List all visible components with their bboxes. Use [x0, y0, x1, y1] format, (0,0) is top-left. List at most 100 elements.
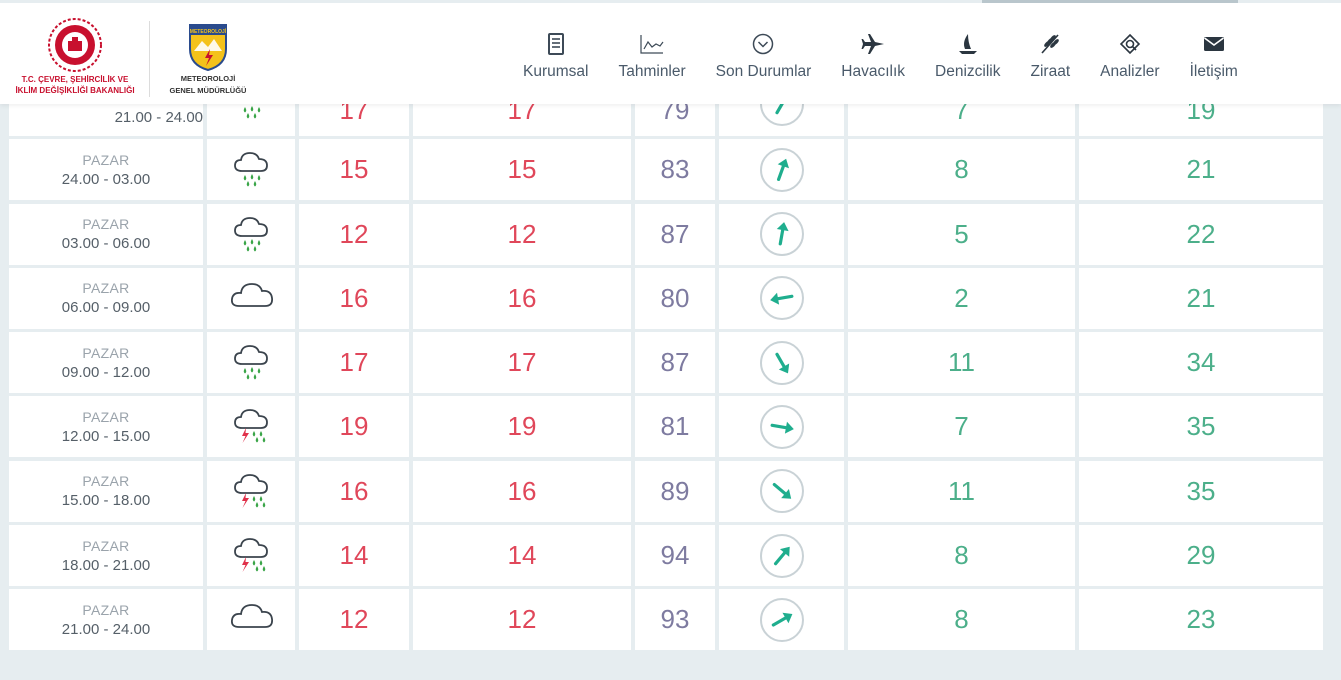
wind-direction-cell [719, 396, 844, 458]
mgm-shield-icon: METEOROLOJİ [189, 24, 227, 71]
wind-direction-compass [759, 147, 804, 192]
time-range: 21.00 - 24.00 [61, 620, 151, 638]
logo-divider [149, 21, 150, 97]
wind-speed-value: 11 [948, 475, 975, 506]
rain-icon [225, 145, 277, 194]
gust-cell: 34 [1079, 332, 1323, 394]
time-range: 18.00 - 21.00 [61, 556, 151, 574]
wind-arrow-icon [773, 546, 790, 565]
wind-direction-cell [719, 139, 844, 201]
wind-speed-cell: 5 [848, 203, 1075, 265]
time-range: 03.00 - 06.00 [61, 235, 151, 253]
wind-direction-compass [759, 276, 804, 321]
ministry-logo-line-2: İKLİM DEĞİŞİKLİĞİ BAKANLIĞI [15, 86, 135, 95]
weather-icon-cell [207, 332, 295, 394]
day-label: PAZAR [82, 473, 130, 490]
humidity-value: 93 [660, 604, 690, 635]
document-icon [547, 31, 565, 57]
nav-havacilik[interactable]: Havacılık [826, 31, 920, 81]
feels-like-value: 17 [507, 347, 537, 378]
feels-like-value: 12 [507, 604, 537, 635]
nav-label: İletişim [1189, 63, 1238, 80]
nav-iletisim[interactable]: İletişim [1175, 31, 1253, 81]
ministry-logo[interactable]: T.C. ÇEVRE, ŞEHİRCİLİK VE İKLİM DEĞİŞİKL… [10, 17, 140, 95]
envelope-icon [1203, 31, 1225, 57]
wind-speed-cell: 8 [848, 139, 1075, 201]
time-range: 06.00 - 09.00 [61, 299, 151, 317]
ministry-logo-line-1: T.C. ÇEVRE, ŞEHİRCİLİK VE [21, 75, 129, 84]
feels-like-cell: 14 [413, 525, 631, 587]
nav-son-durumlar[interactable]: Son Durumlar [701, 31, 827, 81]
wind-speed-cell: 8 [848, 589, 1075, 651]
nav-label: Analizler [1100, 63, 1160, 80]
weather-icon-cell [207, 203, 295, 265]
table-row: PAZAR 15.00 - 18.00 16 16 89 11 35 [9, 460, 1327, 522]
time-cell: PAZAR 03.00 - 06.00 [9, 203, 203, 265]
weather-icon-cell [207, 589, 295, 651]
wind-arrow-icon [770, 421, 794, 434]
temperature-value: 17 [339, 347, 369, 378]
plane-icon [861, 31, 885, 57]
wind-speed-value: 2 [954, 282, 969, 313]
mgm-logo-line-1: METEOROLOJİ [180, 74, 236, 83]
day-label: PAZAR [82, 601, 130, 618]
wind-speed-value: 7 [954, 411, 969, 442]
gust-value: 21 [1186, 282, 1216, 313]
nav-label: Denizcilik [935, 63, 1001, 80]
wind-speed-value: 8 [954, 604, 969, 635]
sailboat-icon [957, 31, 979, 57]
wind-speed-cell: 11 [848, 332, 1075, 394]
feels-like-value: 14 [507, 540, 537, 571]
wind-direction-cell [719, 525, 844, 587]
gust-value: 35 [1186, 411, 1216, 442]
gust-value: 34 [1186, 347, 1216, 378]
gust-cell: 29 [1079, 525, 1323, 587]
time-cell: PAZAR 09.00 - 12.00 [9, 332, 203, 394]
nav-label: Tahminler [618, 63, 686, 80]
nav-tahminler[interactable]: Tahminler [603, 31, 700, 81]
wind-direction-cell [719, 203, 844, 265]
nav-denizcilik[interactable]: Denizcilik [920, 31, 1015, 81]
day-label: PAZAR [82, 151, 130, 168]
nav-ziraat[interactable]: Ziraat [1016, 31, 1086, 81]
temperature-cell: 17 [299, 332, 409, 394]
temperature-value: 16 [339, 282, 369, 313]
thunderstorm-icon [225, 467, 277, 516]
nav-label: Kurumsal [523, 63, 589, 80]
time-range: 15.00 - 18.00 [61, 492, 151, 510]
wind-direction-compass [759, 404, 804, 449]
table-row: PAZAR 24.00 - 03.00 15 15 83 8 21 [9, 139, 1327, 201]
weather-icon-cell [207, 267, 295, 329]
wind-direction-cell [719, 460, 844, 522]
humidity-value: 81 [660, 411, 690, 442]
humidity-value: 83 [660, 154, 690, 185]
table-row: PAZAR 21.00 - 24.00 12 12 93 8 23 [9, 589, 1327, 651]
temperature-cell: 16 [299, 267, 409, 329]
wind-speed-value: 11 [948, 347, 975, 378]
temperature-cell: 12 [299, 589, 409, 651]
mgm-logo[interactable]: METEOROLOJİ METEOROLOJİ GENEL MÜDÜRLÜĞÜ [162, 23, 254, 95]
temperature-cell: 19 [299, 396, 409, 458]
nav-kurumsal[interactable]: Kurumsal [508, 31, 603, 81]
header-accent-bar [982, 0, 1238, 3]
temperature-value: 12 [339, 218, 369, 249]
gust-cell: 23 [1079, 589, 1323, 651]
mgm-logo-line-2: GENEL MÜDÜRLÜĞÜ [169, 86, 247, 95]
wind-arrow-icon [771, 612, 792, 627]
wind-direction-cell [719, 332, 844, 394]
gust-cell: 22 [1079, 203, 1323, 265]
wind-arrow-icon [772, 483, 791, 499]
gust-cell: 35 [1079, 460, 1323, 522]
wind-arrow-icon [769, 293, 793, 305]
table-row: PAZAR 12.00 - 15.00 19 19 81 7 35 [9, 396, 1327, 458]
gust-value: 23 [1186, 604, 1216, 635]
nav-analizler[interactable]: Analizler [1085, 31, 1174, 81]
feels-like-cell: 12 [413, 203, 631, 265]
forecast-table: 21.00 - 24.00 17 17 79 7 19 PAZAR 24.00 - 03.00… [9, 75, 1327, 654]
wind-arrow-icon [776, 158, 789, 181]
humidity-value: 80 [660, 282, 690, 313]
humidity-cell: 83 [635, 139, 715, 201]
day-label: PAZAR [82, 537, 130, 554]
thunderstorm-icon [225, 531, 277, 580]
wind-speed-cell: 11 [848, 460, 1075, 522]
